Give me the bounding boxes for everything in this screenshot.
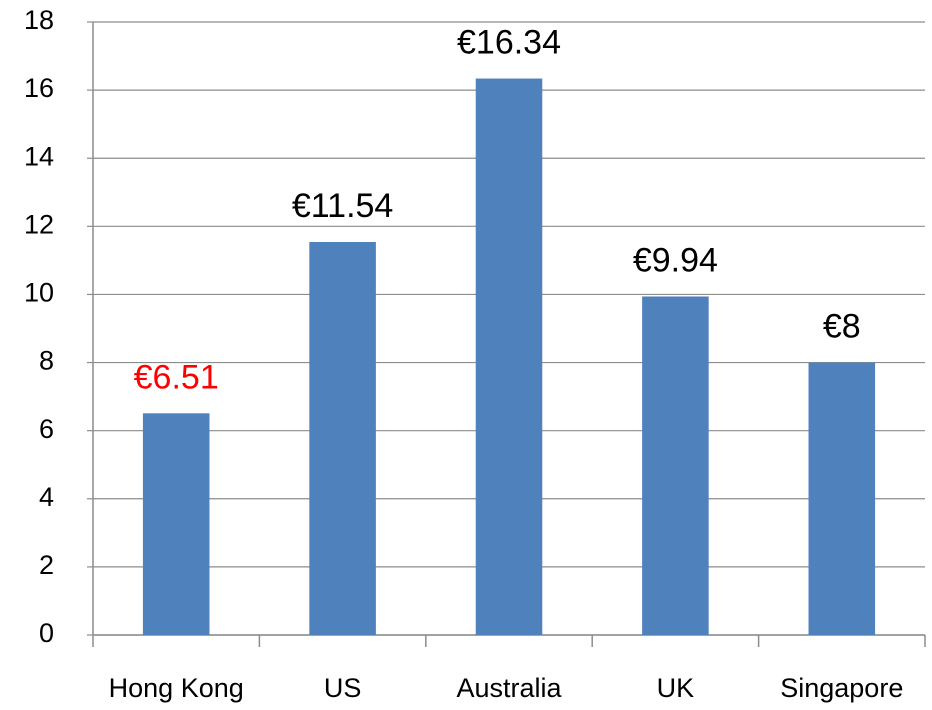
value-label: €16.34 xyxy=(457,24,561,62)
x-tick-label: Singapore xyxy=(780,673,903,703)
y-tick-label: 0 xyxy=(39,618,54,648)
x-tick-label: Australia xyxy=(456,673,562,703)
y-tick-label: 4 xyxy=(39,482,54,512)
x-tick-label: US xyxy=(324,673,362,703)
x-tick-label: UK xyxy=(657,673,695,703)
value-label: €6.51 xyxy=(134,358,219,396)
value-label: €11.54 xyxy=(292,187,393,225)
y-tick-label: 2 xyxy=(39,550,54,580)
bar xyxy=(475,78,543,635)
bar xyxy=(142,413,210,635)
bar xyxy=(309,241,376,635)
value-label: €9.94 xyxy=(633,241,718,279)
value-label: €8 xyxy=(823,308,861,346)
y-tick-label: 14 xyxy=(24,141,54,171)
bar xyxy=(642,296,709,635)
bar xyxy=(808,362,876,635)
y-tick-label: 6 xyxy=(39,414,54,444)
y-tick-label: 18 xyxy=(24,5,54,35)
x-tick-label: Hong Kong xyxy=(109,673,244,703)
y-tick-label: 16 xyxy=(24,73,54,103)
y-tick-label: 10 xyxy=(24,278,54,308)
y-tick-label: 12 xyxy=(24,209,54,239)
y-tick-label: 8 xyxy=(39,346,54,376)
